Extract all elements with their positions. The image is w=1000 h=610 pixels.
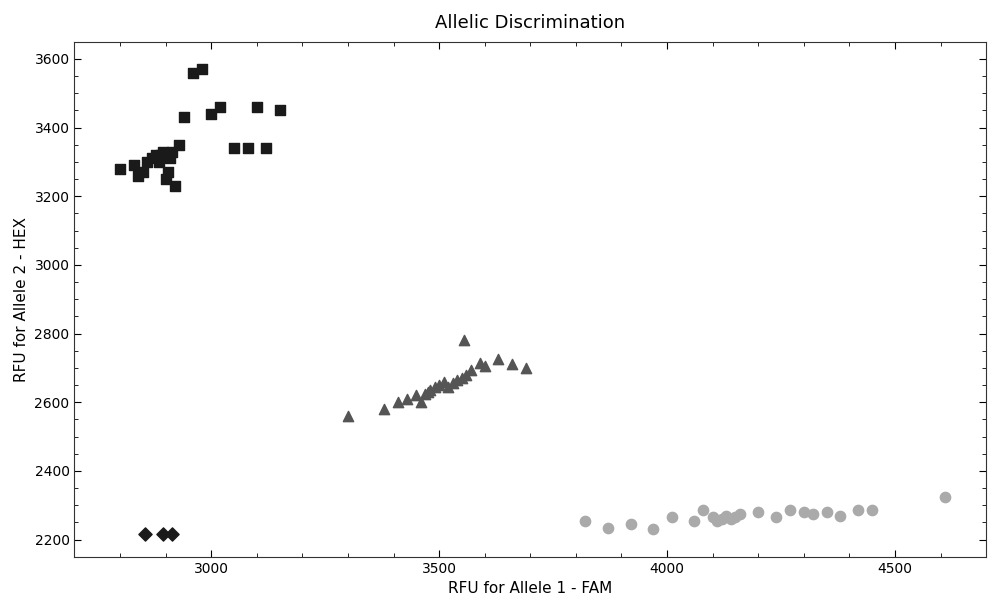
Point [155,147,171,157]
Point [431,380,447,390]
Point [340,411,356,421]
Point [600,523,616,533]
Point [258,143,274,153]
Point [408,390,424,400]
Point [832,511,848,520]
Point [768,512,784,522]
Point [723,514,739,524]
Point [226,143,242,153]
Point [695,506,711,515]
Point [148,150,164,160]
Point [714,514,730,524]
Point [112,164,128,174]
Point [645,525,661,534]
Point [417,389,433,398]
Point [477,361,493,371]
Title: Allelic Discrimination: Allelic Discrimination [435,14,625,32]
Point [664,512,680,522]
Point [436,377,452,387]
Point [413,397,429,407]
Point [162,154,178,163]
Point [139,157,155,167]
Y-axis label: RFU for Allele 2 - HEX: RFU for Allele 2 - HEX [14,217,29,382]
Point [805,509,821,518]
Point [390,397,406,407]
Point [718,511,734,520]
Point [137,529,153,539]
Point [185,68,201,77]
Point [750,507,766,517]
Point [164,529,180,539]
Point [135,167,151,177]
Point [155,529,171,539]
Point [504,359,520,369]
Point [126,160,142,170]
Point [463,365,479,375]
Point [130,171,146,181]
Point [376,404,392,414]
Point [472,358,488,368]
Point [456,336,472,345]
Point [449,375,465,385]
Point [272,106,288,115]
Point [490,354,506,364]
Point [850,506,866,515]
Point [164,147,180,157]
Point [445,378,461,388]
Point [176,112,192,122]
Point [144,154,160,163]
Point [686,516,702,526]
Point [577,516,593,526]
Point [203,109,219,119]
Point [727,512,743,522]
Point [864,506,880,515]
Point [782,506,798,515]
Point [171,140,187,149]
Point [151,157,167,167]
Point [458,370,474,379]
Point [420,387,436,396]
Point [623,519,639,529]
Point [427,382,443,392]
Point [194,65,210,74]
Point [937,492,953,501]
X-axis label: RFU for Allele 1 - FAM: RFU for Allele 1 - FAM [448,581,612,596]
Point [440,382,456,392]
Point [819,507,835,517]
Point [167,181,183,191]
Point [153,150,169,160]
Point [399,394,415,404]
Point [422,386,438,395]
Point [709,516,725,526]
Point [796,507,812,517]
Point [249,102,265,112]
Point [454,373,470,383]
Point [240,143,256,153]
Point [518,363,534,373]
Point [732,509,748,518]
Point [212,102,228,112]
Point [705,512,721,522]
Point [160,167,176,177]
Point [158,174,174,184]
